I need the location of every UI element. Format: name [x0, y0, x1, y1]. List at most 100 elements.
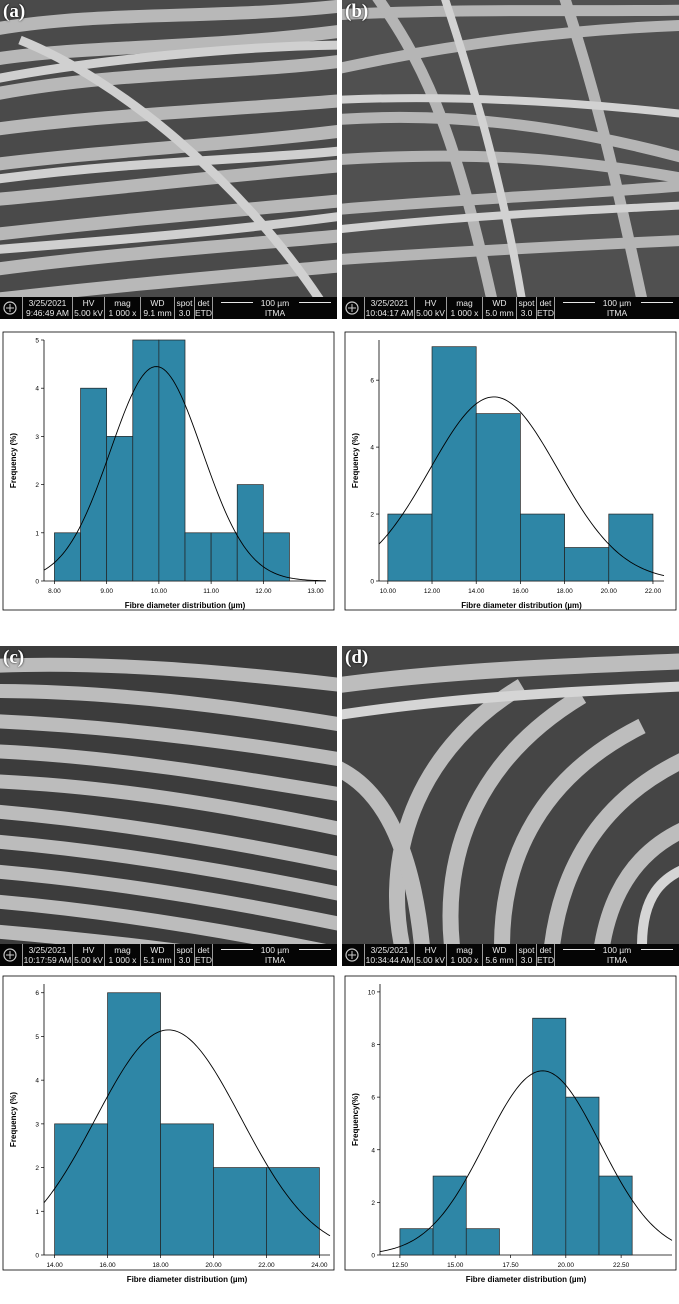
- histogram-bar: [262, 532, 290, 582]
- x-tick-label: 12.00: [424, 588, 441, 595]
- x-tick-label: 20.00: [205, 1262, 222, 1269]
- sem-spot-label: spot: [176, 945, 193, 955]
- y-tick-label: 1: [35, 530, 39, 537]
- y-tick-label: 3: [35, 1121, 39, 1128]
- sem-image-c: (c) 3/25/2021 10:17:59 AM HV 5.00 kV mag 1 …: [0, 646, 337, 966]
- sem-image-a: (a) 3/25/2021 9:46:49 AM HV 5.00 kV mag 1 0…: [0, 0, 337, 319]
- sem-wd-label: WD: [150, 945, 165, 955]
- scale-bar-left: [563, 302, 595, 303]
- y-tick-label: 6: [370, 378, 374, 385]
- histogram-svg-d: 12.50 15.00 17.50 20.00 22.50 0 2 4 6 8 10 Fibre di…: [344, 975, 677, 1284]
- sem-info-bar-c: 3/25/2021 10:17:59 AM HV 5.00 kV mag 1 000 …: [0, 944, 337, 966]
- sem-wd-label: WD: [492, 945, 507, 955]
- microscope-logo-icon: [345, 301, 359, 315]
- x-tick-label: 22.00: [645, 588, 662, 595]
- sem-hv: 5.00 kV: [416, 308, 445, 318]
- histogram-bar: [210, 532, 238, 582]
- sem-spot-label: spot: [518, 945, 535, 955]
- y-tick-label: 4: [370, 445, 374, 452]
- histogram-bar: [465, 1228, 500, 1256]
- x-tick-label: 18.00: [152, 1262, 169, 1269]
- sem-lab: ITMA: [606, 955, 628, 965]
- y-tick-label: 0: [371, 1253, 375, 1260]
- sem-hv-label: HV: [82, 945, 95, 955]
- sem-fibres-c: [0, 646, 337, 944]
- sem-image-d: (d) 3/25/2021 10:34:44 AM HV 5.00 kV mag 1 …: [342, 646, 679, 966]
- y-tick-label: 6: [371, 1095, 375, 1102]
- x-tick-label: 13.00: [307, 588, 324, 595]
- sem-spot: 3.0: [520, 955, 533, 965]
- x-tick-label: 16.00: [512, 588, 529, 595]
- x-tick-label: 12.50: [392, 1262, 409, 1269]
- sem-time: 10:04:17 AM: [365, 308, 414, 318]
- x-axis-label: Fibre diameter distribution (µm): [127, 1275, 248, 1284]
- sem-wd-label: WD: [150, 298, 165, 308]
- y-tick-label: 8: [371, 1042, 375, 1049]
- sem-fibres-b: [342, 0, 679, 297]
- microscope-logo-icon: [345, 948, 359, 962]
- sem-image-b: (b) 3/25/2021 10:04:17 AM HV 5.00 kV mag 1 …: [342, 0, 679, 319]
- scale-bar-left: [221, 949, 253, 950]
- histogram-bar: [158, 339, 186, 582]
- sem-mag-label: mag: [114, 945, 131, 955]
- x-tick-label: 8.00: [48, 588, 61, 595]
- sem-det-label: det: [539, 298, 552, 308]
- sem-mag: 1 000 x: [108, 955, 137, 965]
- sem-hv: 5.00 kV: [74, 955, 103, 965]
- normal-curve: [378, 396, 665, 577]
- y-tick-label: 3: [35, 434, 39, 441]
- normal-curve: [43, 1029, 331, 1237]
- histogram-svg-b: 10.00 12.00 14.00 16.00 18.00 20.00 22.00 0 2 4 6 F…: [344, 331, 677, 611]
- sem-spot-label: spot: [176, 298, 193, 308]
- sem-scale: 100 µm: [260, 945, 290, 955]
- sem-spot: 3.0: [520, 308, 533, 318]
- scale-bar-left: [563, 949, 595, 950]
- sem-mag-label: mag: [114, 298, 131, 308]
- sem-fibres-d: [342, 646, 679, 944]
- histogram-bar: [565, 1096, 600, 1256]
- x-tick-label: 18.00: [556, 588, 573, 595]
- y-tick-label: 0: [35, 1253, 39, 1260]
- histogram-bar: [213, 1167, 267, 1256]
- sem-hv-label: HV: [82, 298, 95, 308]
- y-tick-label: 6: [35, 990, 39, 997]
- sem-info-bar-d: 3/25/2021 10:34:44 AM HV 5.00 kV mag 1 000 …: [342, 944, 679, 966]
- sem-mag: 1 000 x: [108, 308, 137, 318]
- sem-scale: 100 µm: [260, 298, 290, 308]
- histogram-bar: [475, 413, 521, 582]
- plot-area: [376, 340, 665, 584]
- histogram-bar: [54, 1123, 108, 1256]
- histogram-c: 14.00 16.00 18.00 20.00 22.00 24.00 0 1 2 3 4 5 6 Fib…: [0, 970, 337, 1299]
- histogram-bar: [598, 1175, 633, 1256]
- x-tick-label: 17.50: [502, 1262, 519, 1269]
- y-tick-label: 2: [370, 512, 374, 519]
- microscope-logo-icon: [3, 301, 17, 315]
- panel-label-d: (d): [345, 647, 369, 668]
- histogram-bar: [564, 547, 610, 582]
- histogram-svg-a: 8.00 9.00 10.00 11.00 12.00 13.00 0 1 2 3 4 5 Fibre …: [2, 331, 335, 611]
- x-tick-label: 11.00: [203, 588, 219, 595]
- sem-det-label: det: [539, 945, 552, 955]
- sem-mag: 1 000 x: [450, 955, 479, 965]
- histogram-bar: [387, 513, 433, 582]
- y-axis-label: Frequency (%): [9, 433, 18, 488]
- x-tick-label: 22.00: [258, 1262, 275, 1269]
- x-tick-label: 12.00: [255, 588, 272, 595]
- sem-date: 3/25/2021: [28, 298, 67, 308]
- histogram-bar: [106, 436, 134, 582]
- y-tick-label: 0: [370, 579, 374, 586]
- y-tick-label: 2: [371, 1200, 375, 1207]
- x-tick-label: 14.00: [46, 1262, 63, 1269]
- panel-label-a: (a): [3, 1, 26, 22]
- sem-hv-label: HV: [424, 298, 437, 308]
- histogram-bar: [608, 513, 654, 582]
- histogram-bar: [236, 484, 264, 582]
- sem-mag-label: mag: [456, 298, 473, 308]
- plot-area: [41, 339, 327, 584]
- y-axis-label: Frequency(%): [351, 1093, 360, 1146]
- x-tick-label: 24.00: [311, 1262, 328, 1269]
- y-axis-label: Frequency (%): [9, 1092, 18, 1147]
- x-tick-label: 14.00: [468, 588, 485, 595]
- histogram-d: 12.50 15.00 17.50 20.00 22.50 0 2 4 6 8 10 Fibre di…: [342, 970, 679, 1299]
- sem-lab: ITMA: [606, 308, 628, 318]
